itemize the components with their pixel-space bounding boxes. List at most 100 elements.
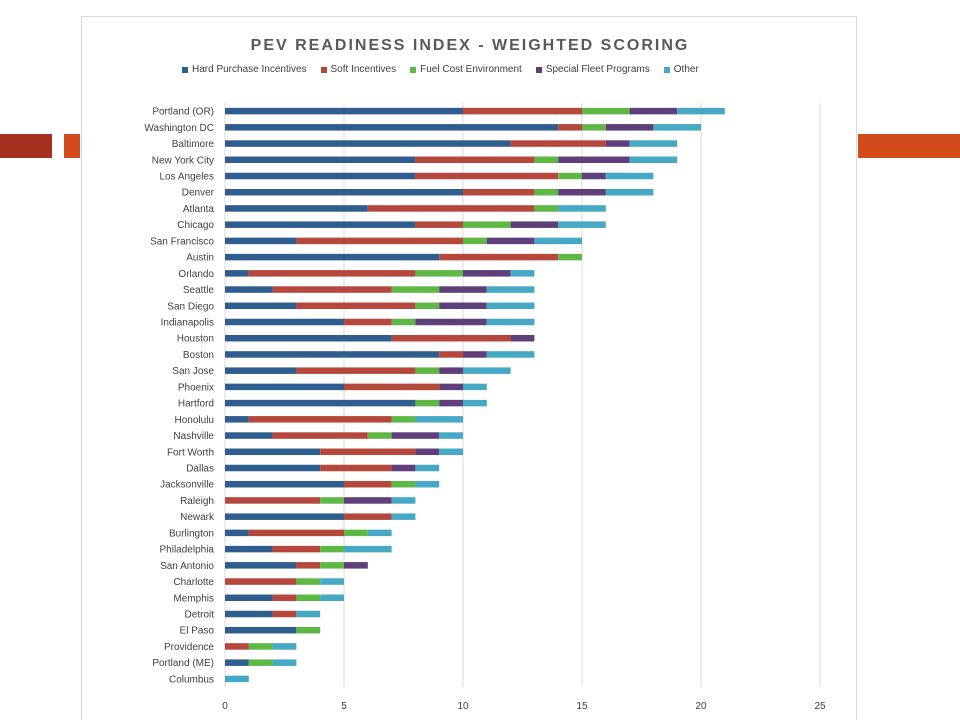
legend-label-1: Soft Incentives (330, 64, 397, 75)
bar-19-2 (391, 416, 416, 423)
bar-15-0 (225, 351, 440, 358)
category-label-21: Fort Worth (167, 447, 214, 458)
bar-13-2 (391, 318, 416, 326)
bar-15-3 (463, 351, 487, 358)
bar-3-1 (415, 156, 535, 164)
bar-4-0 (225, 172, 416, 180)
bar-17-1 (344, 383, 440, 391)
bar-31-4 (296, 610, 321, 618)
bar-4-1 (415, 172, 559, 180)
bar-0-2 (582, 107, 630, 115)
bar-9-2 (558, 253, 582, 261)
legend-label-0: Hard Purchase Incentives (192, 64, 307, 75)
bar-26-2 (344, 529, 368, 537)
bar-3-4 (629, 156, 678, 164)
bar-31-1 (272, 610, 297, 618)
bar-17-4 (463, 383, 487, 391)
bar-17-0 (225, 383, 344, 391)
bar-13-0 (225, 318, 344, 326)
bar-31-0 (225, 610, 273, 618)
bar-4-2 (558, 172, 582, 180)
bar-33-4 (272, 643, 297, 650)
bar-19-1 (248, 416, 392, 423)
category-label-14: Houston (177, 334, 214, 345)
bar-5-4 (605, 188, 654, 196)
bar-27-0 (225, 545, 273, 553)
bar-27-1 (272, 545, 321, 553)
category-label-26: Burlington (169, 528, 214, 539)
x-tick-label-2: 10 (457, 701, 469, 712)
bar-16-2 (415, 367, 440, 374)
bar-32-2 (296, 626, 321, 634)
bar-35-4 (225, 675, 249, 683)
legend-label-2: Fuel Cost Environment (420, 64, 522, 75)
chart-plot: 0 5 10 15 20 25 Portland (OR) Washington DC Balt… (144, 103, 826, 712)
bar-18-2 (415, 399, 440, 407)
bar-29-4 (320, 578, 344, 585)
bar-25-4 (391, 513, 416, 520)
bar-0-4 (677, 107, 725, 115)
bar-27-4 (344, 545, 392, 553)
bar-10-3 (463, 270, 511, 277)
bar-14-0 (225, 334, 392, 342)
category-label-11: Seattle (183, 285, 215, 296)
bar-12-0 (225, 302, 297, 310)
bar-28-2 (320, 562, 344, 569)
bar-28-3 (344, 562, 368, 569)
bar-3-2 (534, 156, 559, 164)
bar-4-3 (582, 172, 606, 180)
bar-24-2 (320, 497, 344, 504)
bar-0-3 (629, 107, 678, 115)
slide-accent-bar-right (858, 134, 960, 158)
bar-12-3 (439, 302, 487, 310)
bar-21-4 (439, 448, 463, 456)
bar-3-0 (225, 156, 416, 164)
bar-29-1 (225, 578, 297, 585)
bar-7-3 (510, 221, 559, 228)
bar-30-0 (225, 594, 273, 602)
bar-21-1 (320, 448, 416, 456)
bar-21-0 (225, 448, 321, 456)
bar-30-4 (320, 594, 344, 602)
bar-22-1 (320, 464, 392, 472)
bar-14-1 (391, 334, 511, 342)
bar-12-4 (486, 302, 535, 310)
bar-34-2 (248, 659, 273, 666)
bar-2-3 (605, 140, 630, 147)
category-label-16: San Jose (172, 366, 214, 377)
category-label-31: Detroit (185, 610, 215, 621)
category-label-32: El Paso (180, 626, 215, 637)
bar-8-4 (534, 237, 582, 245)
bar-30-2 (296, 594, 321, 602)
category-label-2: Baltimore (172, 139, 215, 150)
bar-34-0 (225, 659, 249, 666)
bar-1-0 (225, 124, 559, 131)
bar-24-4 (391, 497, 416, 504)
bar-5-2 (534, 188, 559, 196)
bar-8-3 (486, 237, 535, 245)
category-label-12: San Diego (167, 301, 214, 312)
bar-9-0 (225, 253, 440, 261)
bar-7-4 (558, 221, 606, 228)
slide-accent-bar-left (0, 134, 52, 158)
bar-16-1 (296, 367, 416, 374)
bar-23-2 (391, 480, 416, 488)
bar-28-1 (296, 562, 321, 569)
bar-26-1 (248, 529, 344, 537)
bar-7-0 (225, 221, 416, 228)
category-label-0: Portland (OR) (152, 107, 214, 118)
category-label-4: Los Angeles (160, 172, 215, 183)
legend-item-3: Special Fleet Programs (535, 64, 650, 75)
bar-14-3 (510, 334, 535, 342)
bar-26-0 (225, 529, 249, 537)
category-label-5: Denver (182, 188, 215, 199)
bar-20-1 (272, 432, 368, 439)
bar-11-1 (272, 286, 392, 293)
x-tick-label-0: 0 (222, 701, 228, 712)
chart-title: PEV READINESS INDEX - WEIGHTED SCORING (250, 37, 690, 54)
bar-27-2 (320, 545, 344, 553)
bar-26-4 (367, 529, 392, 537)
bar-28-0 (225, 562, 297, 569)
category-label-19: Honolulu (175, 415, 214, 426)
category-label-30: Memphis (173, 593, 214, 604)
